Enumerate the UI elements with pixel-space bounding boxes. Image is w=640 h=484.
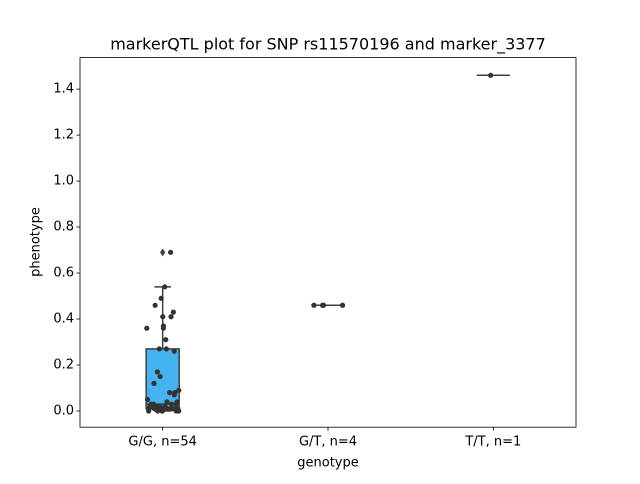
strip-point (155, 408, 161, 414)
y-tick-label: 0.4 (53, 312, 74, 327)
y-tick-label: 1.0 (53, 174, 74, 189)
chart-title: markerQTL plot for SNP rs11570196 and ma… (110, 35, 546, 55)
strip-point (154, 369, 161, 375)
strip-point (157, 373, 163, 380)
strip-point (160, 325, 166, 331)
strip-point (168, 401, 175, 407)
y-tick-label: 1.4 (53, 82, 74, 97)
strip-point (171, 348, 177, 354)
y-tick-label: 0.0 (53, 403, 74, 418)
strip-point (163, 337, 169, 343)
y-tick-label: 0.2 (53, 358, 74, 373)
strip-point (151, 380, 157, 386)
strip-point (171, 392, 177, 398)
strip-point (144, 325, 150, 331)
strip-point (168, 249, 174, 255)
strip-point (167, 389, 173, 396)
x-tick-label: G/G, n=54 (128, 435, 196, 450)
strip-point (339, 302, 346, 308)
strip-point (319, 302, 326, 308)
strip-point (173, 408, 179, 414)
box (145, 348, 180, 410)
strip-point (160, 314, 166, 320)
strip-point (170, 309, 176, 315)
axes-frame (79, 57, 577, 428)
strip-point (311, 302, 317, 308)
x-axis-label: genotype (297, 456, 358, 471)
strip-point (156, 346, 163, 352)
strip-point (168, 314, 174, 320)
strip-point (162, 284, 168, 290)
strip-point (488, 72, 494, 78)
strip-point (163, 346, 169, 352)
strip-point (152, 302, 158, 308)
y-tick-label: 0.8 (53, 220, 74, 235)
strip-point (158, 295, 164, 301)
strip-point (144, 396, 151, 403)
y-tick-label: 1.2 (53, 128, 74, 143)
strip-point (173, 401, 179, 407)
x-tick-label: T/T, n=1 (464, 435, 521, 450)
strip-point (146, 408, 152, 414)
strip-point (164, 399, 170, 405)
strip-point (176, 387, 182, 393)
strip-point (167, 406, 174, 412)
outlier (160, 248, 166, 257)
y-tick-label: 0.6 (53, 266, 74, 281)
strip-point (159, 408, 165, 414)
x-tick-label: G/T, n=4 (299, 435, 357, 450)
y-axis-label: phenotype (29, 207, 44, 277)
